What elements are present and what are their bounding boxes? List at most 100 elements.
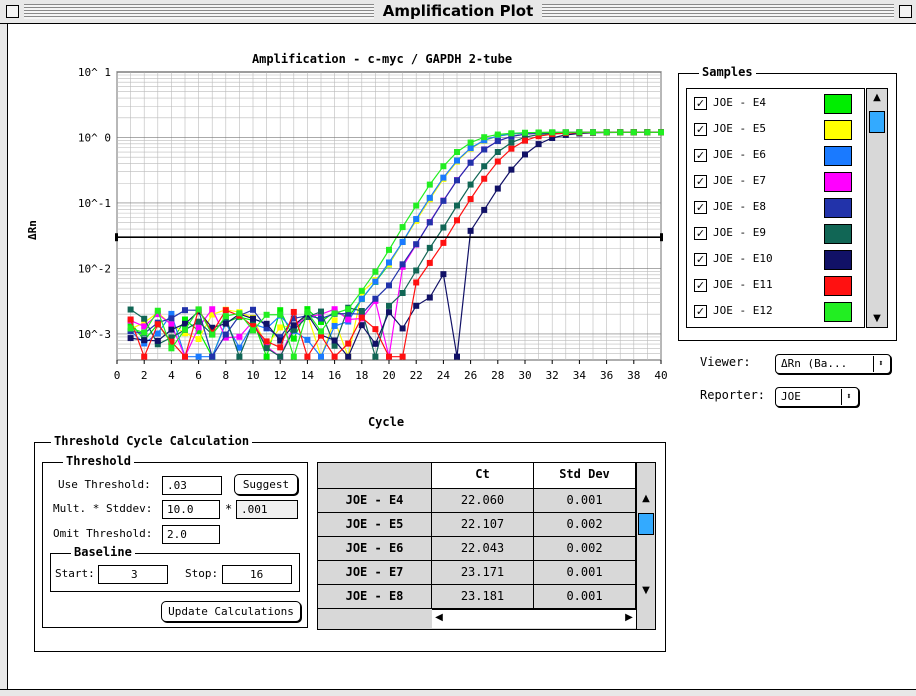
sample-checkbox[interactable]: ✓ xyxy=(694,201,707,214)
baseline-start-field[interactable]: 3 xyxy=(98,565,168,584)
zoom-box-button[interactable] xyxy=(899,5,912,18)
sample-row[interactable]: ✓ JOE - E11 xyxy=(687,273,866,299)
stddev-cell[interactable]: 0.002 xyxy=(534,513,636,537)
data-point xyxy=(236,353,243,360)
sample-color-swatch[interactable] xyxy=(824,276,852,296)
sample-name: JOE - E11 xyxy=(713,278,773,291)
sample-checkbox[interactable]: ✓ xyxy=(694,97,707,110)
sample-row[interactable]: ✓ JOE - E6 xyxy=(687,143,866,169)
sample-color-swatch[interactable] xyxy=(824,94,852,114)
table-vertical-scrollbar[interactable]: ▲ ▼ xyxy=(636,463,655,629)
samples-list[interactable]: ✓ JOE - E4 ✓ JOE - E5 ✓ JOE - E6 ✓ JOE - E7 ✓ JOE… xyxy=(686,88,865,328)
data-point xyxy=(494,138,501,145)
sample-color-swatch[interactable] xyxy=(824,198,852,218)
samples-scrollbar[interactable]: ▲ ▼ xyxy=(866,88,888,328)
sample-checkbox[interactable]: ✓ xyxy=(694,305,707,318)
sample-row[interactable]: ✓ JOE - E7 xyxy=(687,169,866,195)
data-point xyxy=(168,310,175,317)
sample-color-swatch[interactable] xyxy=(824,146,852,166)
sample-row[interactable]: ✓ JOE - E4 xyxy=(687,91,866,117)
table-row-header[interactable]: JOE - E7 xyxy=(318,561,432,585)
table-scroll-right-icon[interactable]: ▶ xyxy=(625,612,633,623)
scroll-up-icon[interactable]: ▲ xyxy=(873,92,881,103)
ct-cell[interactable]: 23.171 xyxy=(432,561,534,585)
data-point xyxy=(236,310,243,317)
data-point xyxy=(222,320,229,327)
table-scroll-thumb[interactable] xyxy=(638,513,654,535)
stddev-value: .001 xyxy=(236,500,298,519)
sample-color-swatch[interactable] xyxy=(824,172,852,192)
ct-column-header[interactable]: Ct xyxy=(432,463,534,489)
viewer-popup[interactable]: ΔRn (Ba... ⬍ xyxy=(775,354,891,374)
baseline-stop-field[interactable]: 16 xyxy=(222,565,292,584)
ct-cell[interactable]: 23.181 xyxy=(432,585,534,609)
sample-checkbox[interactable]: ✓ xyxy=(694,175,707,188)
data-point xyxy=(127,316,134,323)
update-calculations-button[interactable]: Update Calculations xyxy=(161,601,301,622)
table-row-header[interactable]: JOE - E6 xyxy=(318,537,432,561)
suggest-button[interactable]: Suggest xyxy=(234,474,298,495)
table-row-header[interactable]: JOE - E5 xyxy=(318,513,432,537)
stddev-cell[interactable]: 0.001 xyxy=(534,585,636,609)
sample-row[interactable]: ✓ JOE - E5 xyxy=(687,117,866,143)
stddev-cell[interactable]: 0.001 xyxy=(534,489,636,513)
use-threshold-field[interactable]: .03 xyxy=(162,476,222,495)
omit-threshold-field[interactable]: 2.0 xyxy=(162,525,220,544)
sample-checkbox[interactable]: ✓ xyxy=(694,123,707,136)
sample-row[interactable]: ✓ JOE - E10 xyxy=(687,247,866,273)
chart-title: Amplification - c-myc / GAPDH 2-tube xyxy=(252,52,512,66)
stddev-cell[interactable]: 0.002 xyxy=(534,537,636,561)
ct-cell[interactable]: 22.060 xyxy=(432,489,534,513)
data-point xyxy=(562,129,569,136)
data-point xyxy=(467,196,474,203)
table-scroll-down-icon[interactable]: ▼ xyxy=(642,585,650,596)
data-point xyxy=(331,310,338,317)
sample-color-swatch[interactable] xyxy=(824,224,852,244)
data-point xyxy=(399,261,406,268)
data-point xyxy=(222,334,229,341)
popup-arrows-icon: ⬍ xyxy=(841,389,856,405)
data-point xyxy=(535,141,542,148)
reporter-label: Reporter: xyxy=(700,388,766,402)
close-box-button[interactable] xyxy=(6,5,19,18)
data-point xyxy=(277,353,284,360)
data-point xyxy=(209,311,216,318)
x-tick-label: 32 xyxy=(546,369,559,382)
sample-row[interactable]: ✓ JOE - E8 xyxy=(687,195,866,221)
data-point xyxy=(277,334,284,341)
table-scroll-up-icon[interactable]: ▲ xyxy=(642,493,650,504)
reporter-popup[interactable]: JOE ⬍ xyxy=(775,387,859,407)
sample-checkbox[interactable]: ✓ xyxy=(694,279,707,292)
sample-checkbox[interactable]: ✓ xyxy=(694,149,707,162)
table-scroll-left-icon[interactable]: ◀ xyxy=(435,612,443,623)
data-point xyxy=(290,322,297,329)
sample-checkbox[interactable]: ✓ xyxy=(694,227,707,240)
table-horizontal-scrollbar[interactable]: ◀ ▶ xyxy=(432,609,636,628)
data-point xyxy=(154,330,161,337)
stddev-column-header[interactable]: Std Dev xyxy=(534,463,636,489)
sample-row[interactable]: ✓ JOE - E12 xyxy=(687,299,866,325)
sample-row[interactable]: ✓ JOE - E9 xyxy=(687,221,866,247)
data-point xyxy=(154,337,161,344)
threshold-line[interactable] xyxy=(115,233,663,242)
stddev-cell[interactable]: 0.001 xyxy=(534,561,636,585)
mult-stddev-field[interactable]: 10.0 xyxy=(162,500,220,519)
data-point xyxy=(209,331,216,338)
ct-cell[interactable]: 22.107 xyxy=(432,513,534,537)
data-point xyxy=(440,239,447,246)
table-row-header[interactable]: JOE - E4 xyxy=(318,489,432,513)
sample-color-swatch[interactable] xyxy=(824,120,852,140)
sample-checkbox[interactable]: ✓ xyxy=(694,253,707,266)
scroll-thumb[interactable] xyxy=(869,111,885,133)
data-point xyxy=(141,340,148,347)
sample-color-swatch[interactable] xyxy=(824,302,852,322)
data-point xyxy=(263,320,270,327)
sample-color-swatch[interactable] xyxy=(824,250,852,270)
ct-cell[interactable]: 22.043 xyxy=(432,537,534,561)
table-row-header[interactable]: JOE - E8 xyxy=(318,585,432,609)
scroll-down-icon[interactable]: ▼ xyxy=(873,313,881,324)
data-point xyxy=(250,306,256,313)
ct-table[interactable]: Ct Std Dev JOE - E4 22.060 0.001 JOE - E5 22… xyxy=(317,462,656,630)
data-point xyxy=(372,326,379,333)
data-point xyxy=(467,181,474,188)
